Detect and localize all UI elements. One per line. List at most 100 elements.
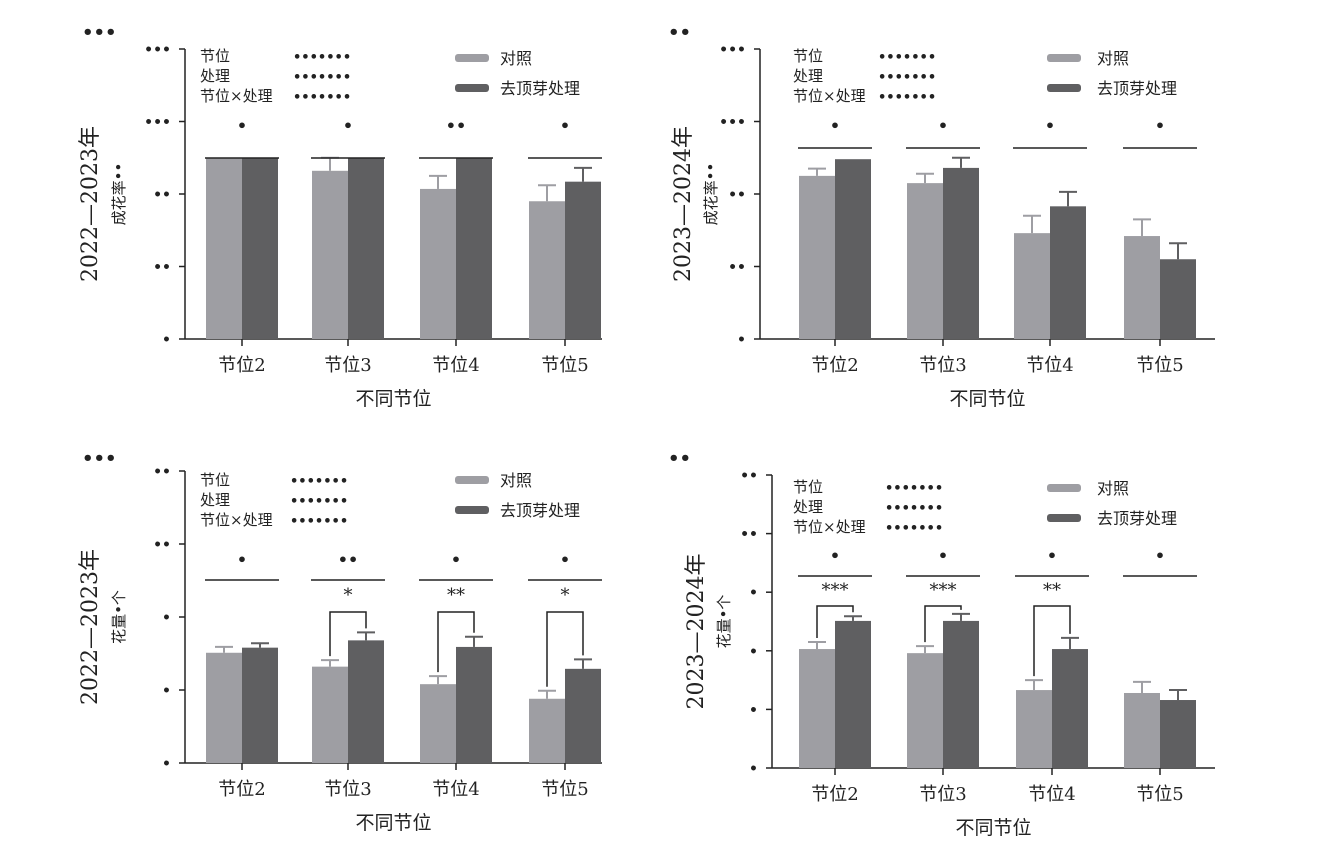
x-axis-label: 不同节位 [355, 388, 431, 410]
x-tick-label: 节位2 [811, 784, 858, 805]
legend-swatch-control [455, 54, 489, 62]
stats-value: ••••••• [293, 70, 351, 85]
y-axis-sublabel: 成花率•• [702, 163, 720, 226]
panel-label: ••• [82, 448, 117, 469]
y-axis-label: 2022—2023年 [78, 549, 103, 705]
bar-treatment [1160, 259, 1196, 339]
significance-bracket [546, 611, 584, 687]
y-axis-sublabel: 成花率•• [110, 163, 128, 226]
stats-factor: 节位×处理 [200, 511, 273, 529]
bar-control [1124, 236, 1160, 339]
group-significance-label: • [237, 550, 247, 569]
bar-control [312, 170, 348, 339]
significance-bracket [437, 611, 475, 673]
x-tick-label: 节位3 [919, 784, 966, 805]
y-axis-sublabel: 花量•个 [715, 595, 733, 649]
bar-treatment [1050, 206, 1086, 339]
stats-factor: 节位×处理 [200, 87, 273, 105]
stats-factor: 处理 [793, 67, 823, 85]
y-tick-label: •• [740, 527, 758, 543]
stats-value: ••••••• [293, 50, 351, 65]
x-tick-label: 节位4 [1028, 784, 1075, 805]
y-tick-label: • [162, 756, 171, 772]
group-significance-label: • [938, 546, 948, 565]
stats-value: ••••••• [290, 494, 348, 509]
bar-treatment [456, 157, 492, 339]
y-tick-label: • [162, 610, 171, 626]
y-tick-label: •• [153, 260, 171, 276]
pair-significance-stars: ** [1043, 580, 1061, 601]
chart-panel-2: ••2023—2024年 成花率•••••••••••••节位2•节位3•节位4•… [668, 22, 1215, 410]
significance-bracket [1033, 605, 1071, 677]
bar-control [312, 666, 348, 763]
bar-treatment [943, 167, 979, 339]
significance-bracket [924, 605, 962, 643]
group-significance-label: • [343, 116, 353, 135]
bar-control [529, 698, 565, 763]
y-tick-label: • [749, 585, 758, 601]
x-tick-label: 节位4 [1026, 355, 1073, 376]
y-tick-label: ••• [719, 42, 746, 58]
y-tick-label: • [737, 332, 746, 348]
group-significance-label: •• [338, 550, 358, 569]
bar-control [1014, 233, 1050, 339]
stats-value: ••••••• [885, 501, 943, 516]
bar-treatment [242, 647, 278, 763]
x-tick-label: 节位5 [1136, 784, 1183, 805]
stats-factor: 节位×处理 [793, 518, 866, 536]
stats-value: ••••••• [293, 90, 351, 105]
bar-treatment [565, 181, 601, 339]
y-tick-label: • [749, 702, 758, 718]
group-significance-label: • [830, 116, 840, 135]
bar-control [529, 201, 565, 339]
group-significance-label: • [560, 116, 570, 135]
chart-panel-1: •••2022—2023年 成花率•••••••••••••节位2•节位3•节位4… [78, 22, 602, 410]
x-tick-label: 节位4 [432, 355, 479, 376]
y-axis-label: 2022—2023年 [78, 126, 103, 282]
y-tick-label: • [749, 644, 758, 660]
x-axis-label: 不同节位 [355, 812, 431, 834]
y-tick-label: • [162, 683, 171, 699]
y-axis-label: 2023—2024年 [684, 554, 709, 710]
legend-label: 去顶芽处理 [1097, 509, 1177, 528]
group-significance-label: • [237, 116, 247, 135]
x-tick-label: 节位2 [218, 355, 265, 376]
group-significance-label: • [1155, 116, 1165, 135]
group-significance-label: •• [446, 116, 466, 135]
y-tick-label: •• [728, 260, 746, 276]
bar-control [1016, 690, 1052, 768]
stats-factor: 处理 [200, 491, 230, 509]
bar-control [1124, 692, 1160, 768]
significance-bracket [329, 611, 367, 657]
x-tick-label: 节位5 [1136, 355, 1183, 376]
x-tick-label: 节位5 [541, 355, 588, 376]
y-tick-label: • [162, 332, 171, 348]
group-significance-label: • [830, 546, 840, 565]
panel-label: •• [668, 448, 691, 469]
stats-value: ••••••• [290, 514, 348, 529]
stats-value: ••••••• [878, 50, 936, 65]
group-significance-label: • [1045, 116, 1055, 135]
bar-control [420, 684, 456, 763]
y-tick-label: •• [728, 187, 746, 203]
bar-control [420, 188, 456, 339]
y-axis-label: 2023—2024年 [671, 126, 696, 282]
legend-swatch-control [1047, 54, 1081, 62]
stats-factor: 节位 [793, 47, 823, 65]
legend-swatch-treatment [1047, 84, 1081, 92]
legend-label: 对照 [500, 471, 532, 490]
bar-treatment [242, 157, 278, 339]
legend-swatch-control [1047, 484, 1081, 492]
stats-value: ••••••• [878, 90, 936, 105]
x-tick-label: 节位2 [218, 779, 265, 800]
chart-panel-3: •••2022—2023年 花量•个•••••••节位2•节位3••*节位4•**… [78, 448, 602, 834]
stats-value: ••••••• [290, 474, 348, 489]
bar-control [799, 175, 835, 339]
legend-label: 去顶芽处理 [500, 79, 580, 98]
bar-control [799, 649, 835, 768]
group-significance-label: • [451, 550, 461, 569]
x-tick-label: 节位3 [324, 779, 371, 800]
pair-significance-stars: *** [930, 580, 957, 601]
bar-treatment [943, 620, 979, 768]
